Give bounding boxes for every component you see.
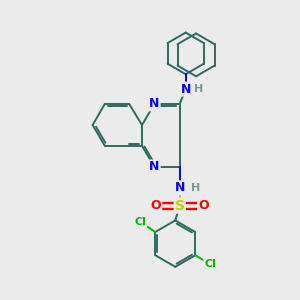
Text: N: N [149, 98, 160, 110]
Text: H: H [194, 84, 204, 94]
Text: S: S [175, 199, 185, 213]
Text: Cl: Cl [204, 259, 216, 269]
Text: N: N [149, 160, 160, 173]
Text: N: N [181, 82, 191, 96]
Text: O: O [198, 199, 209, 212]
Text: N: N [175, 181, 185, 194]
Text: Cl: Cl [134, 217, 146, 226]
Text: H: H [191, 183, 201, 193]
Text: O: O [151, 199, 161, 212]
